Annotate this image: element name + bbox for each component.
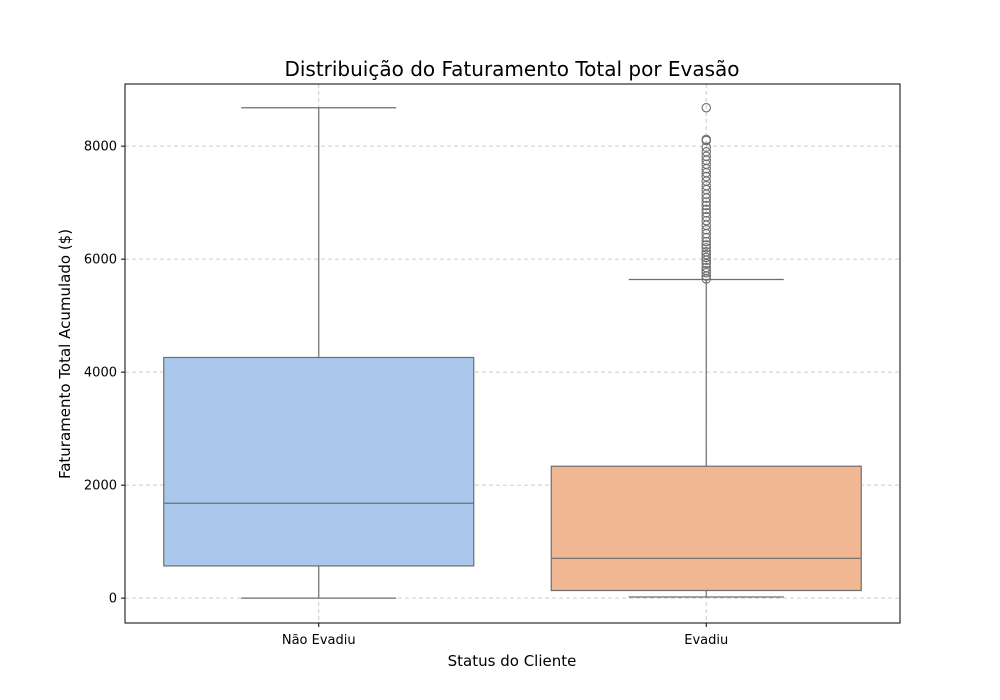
outlier-point: [701, 225, 711, 235]
y-tick-label: 4000: [84, 366, 117, 381]
chart-title: Distribuição do Faturamento Total por Ev…: [284, 57, 739, 81]
box-group: [163, 107, 475, 599]
box-group: [550, 102, 862, 598]
y-tick-label: 2000: [84, 479, 117, 494]
iqr-box: [163, 356, 475, 567]
outlier-point: [701, 204, 711, 215]
outlier-point: [701, 208, 711, 218]
outlier-point: [701, 212, 711, 222]
y-axis-ticks: 0 2000 4000 6000 8000: [84, 140, 125, 607]
y-tick-label: 6000: [84, 253, 117, 268]
iqr-box: [550, 465, 862, 592]
outlier-point: [701, 265, 711, 276]
outlier-point: [701, 262, 711, 273]
outlier-point: [701, 240, 711, 250]
outlier-point: [701, 252, 711, 263]
outlier-point: [701, 147, 711, 157]
x-axis-label: Status do Cliente: [448, 652, 577, 670]
y-tick-label: 0: [109, 592, 117, 607]
x-tick-label: Não Evadiu: [282, 633, 356, 648]
x-tick-label: Evadiu: [684, 633, 728, 648]
y-axis-label: Faturamento Total Acumulado ($): [56, 229, 74, 479]
outlier-point: [701, 180, 711, 191]
outlier-point: [701, 247, 711, 257]
outlier-point: [701, 258, 711, 269]
boxes: [163, 102, 862, 599]
x-axis-ticks: Não Evadiu Evadiu: [282, 623, 728, 648]
outlier-point: [701, 267, 711, 278]
outlier-point: [701, 200, 711, 211]
outlier-point: [701, 249, 711, 260]
outlier-point: [701, 102, 711, 113]
outlier-point: [701, 243, 711, 253]
outlier-point: [701, 151, 711, 162]
plot-area-frame: [124, 83, 901, 624]
outlier-point: [701, 134, 711, 145]
y-tick-label: 8000: [84, 140, 117, 155]
